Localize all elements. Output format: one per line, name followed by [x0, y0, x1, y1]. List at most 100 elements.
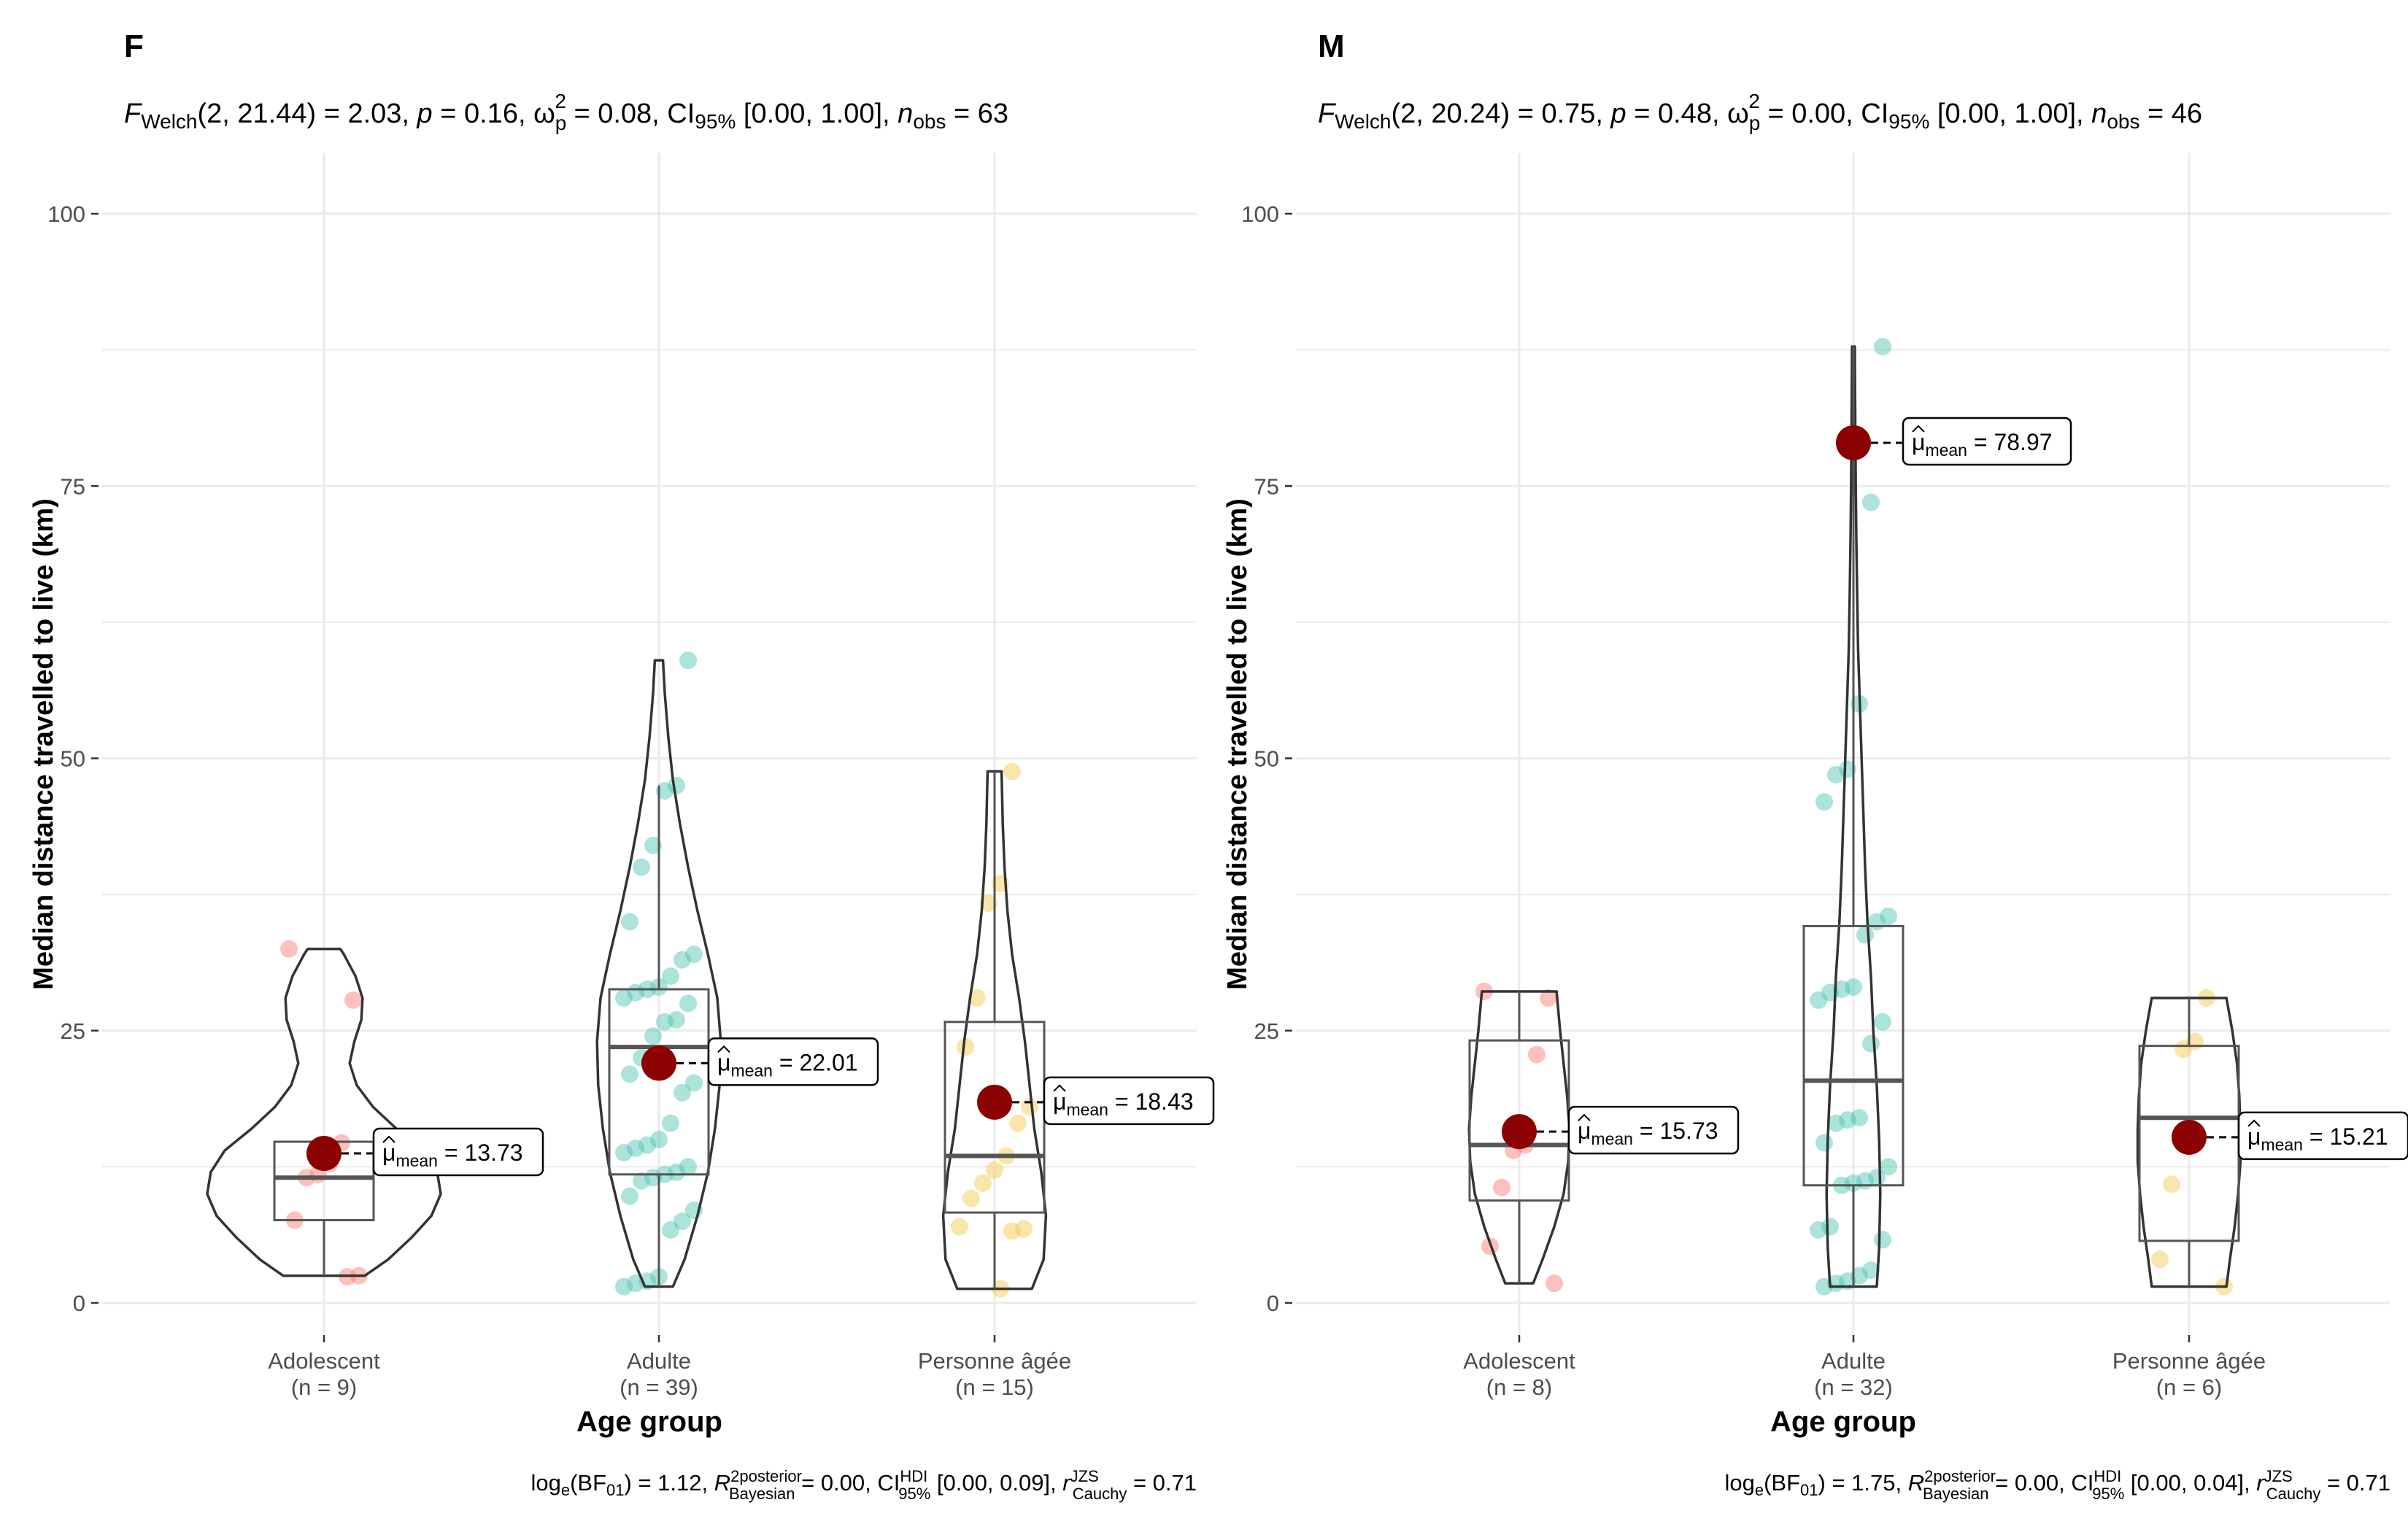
data-point [1851, 1266, 1868, 1285]
data-point [1810, 991, 1827, 1009]
caption-bf-subscript: 01 [606, 1481, 624, 1499]
mean-label: μmean = 78.97 [1902, 417, 2072, 466]
mean-label-hat [717, 1045, 730, 1053]
caption-ci-value: [0.00, 0.04], [2124, 1470, 2256, 1496]
mean-point [306, 1136, 341, 1172]
data-point [668, 1010, 685, 1029]
caption-r-posterior: posterior [1933, 1467, 1996, 1485]
subtitle-omega-subscript: p [1749, 112, 1761, 134]
mean-label-hat [382, 1135, 395, 1143]
y-tick-label: 0 [73, 1291, 85, 1316]
x-tick-count: (n = 15) [955, 1374, 1034, 1400]
data-point [1540, 989, 1557, 1007]
data-point [627, 1274, 644, 1293]
subtitle-omega-superscript: 2 [1748, 90, 1760, 112]
mean-label-box [372, 1127, 544, 1177]
data-point [627, 983, 644, 1002]
mean-label-hat [1578, 1113, 1591, 1121]
panel-label: M [1318, 28, 1345, 64]
data-point [1827, 1114, 1845, 1132]
mean-label-mu: μ [382, 1140, 395, 1166]
subtitle-p-value: = 0.48, [1626, 98, 1727, 129]
data-point [656, 782, 674, 800]
subtitle-ci-value: [0.00, 1.00], [736, 98, 898, 129]
data-point [638, 1136, 656, 1154]
data-point [2151, 1250, 2169, 1269]
y-tick-label: 25 [61, 1018, 85, 1044]
data-point [1845, 1174, 1862, 1192]
data-point [1493, 1178, 1510, 1196]
data-point [685, 1074, 703, 1092]
subtitle-omega: ω [533, 98, 555, 129]
caption-r-posterior: posterior [739, 1467, 802, 1485]
mean-label-hat [2247, 1119, 2261, 1127]
caption-ci-subscript: 95% [898, 1485, 930, 1503]
mean-label: μmean = 15.73 [1567, 1105, 1740, 1155]
y-tick-label: 50 [61, 746, 85, 772]
violin [1825, 345, 1882, 1288]
data-point [1545, 1274, 1563, 1293]
y-axis-title: Median distance travelled to live (km) [28, 498, 59, 990]
data-point [1874, 1013, 1891, 1031]
subtitle-df: (2, 20.24) = 0.75, [1392, 98, 1611, 129]
data-point [1862, 1034, 1880, 1053]
x-tick-count: (n = 9) [291, 1374, 357, 1400]
data-point [1821, 1218, 1839, 1236]
subtitle-n-subscript: obs [2107, 110, 2139, 133]
data-point [1880, 907, 1897, 925]
data-point [621, 913, 638, 931]
data-point [986, 1161, 1003, 1179]
y-tick-label: 100 [47, 201, 85, 227]
caption-r-subscript: Bayesian [729, 1485, 795, 1503]
data-point [668, 1163, 685, 1181]
subtitle-ci: CI [1861, 98, 1888, 129]
x-axis: Adolescent(n = 9) Adulte(n = 39) Personne … [268, 1335, 1071, 1400]
mean-label-value: = 15.21 [2303, 1123, 2388, 1150]
caption-rc-subscript: Cauchy [1073, 1485, 1127, 1503]
caption-ci: CI [877, 1470, 900, 1496]
data-point [951, 1218, 968, 1236]
x-tick-count: (n = 8) [1486, 1374, 1552, 1400]
caption-rc-superscript: JZS [1070, 1467, 1099, 1485]
mean-label-text: μmean = 22.01 [717, 1049, 858, 1080]
subtitle: FWelch(2, 21.44) = 2.03, p = 0.16, ωp2 =… [124, 90, 1008, 134]
data-point [968, 989, 986, 1007]
mean-label-hat [1912, 425, 1925, 433]
subtitle-p-symbol: p [417, 98, 433, 129]
data-point [650, 1131, 668, 1149]
subtitle-df: (2, 21.44) = 2.03, [198, 98, 417, 129]
caption-r-superscript: 2 [1924, 1467, 1933, 1485]
mean-label-text: μmean = 13.73 [382, 1140, 523, 1170]
data-point [662, 967, 679, 986]
mean-label-text: μmean = 15.73 [1578, 1118, 1718, 1148]
data-point [1851, 1109, 1868, 1127]
mean-point [2172, 1119, 2207, 1155]
data-point [1815, 793, 1833, 811]
subtitle: FWelch(2, 20.24) = 0.75, p = 0.48, ωp2 =… [1318, 90, 2202, 134]
data-point [1810, 1220, 1827, 1239]
mean-label-value: = 15.73 [1633, 1118, 1718, 1144]
data-point [2163, 1175, 2180, 1194]
x-tick-label: Personne âgée [2112, 1348, 2266, 1374]
panel-label: F [124, 28, 144, 64]
data-point [1862, 493, 1880, 511]
mean-label-subscript: mean [730, 1061, 773, 1080]
subtitle-f-symbol: F [124, 98, 142, 129]
subtitle-f-subscript: Welch [141, 110, 197, 133]
subtitle-ci: CI [667, 98, 695, 129]
data-point [679, 651, 697, 670]
data-point [662, 1220, 679, 1239]
data-point [980, 894, 997, 913]
caption-bf: (BF [1764, 1470, 1800, 1496]
data-point [1015, 1220, 1033, 1238]
subtitle-n-subscript: obs [913, 110, 946, 133]
caption-bf: (BF [570, 1470, 606, 1496]
x-axis-title: Age group [576, 1406, 722, 1438]
subtitle-f-symbol: F [1318, 98, 1336, 129]
caption-rc-value: = 0.71 [1127, 1470, 1197, 1496]
subtitle-p-value: = 0.16, [433, 98, 533, 129]
x-tick-label: Adulte [627, 1348, 691, 1374]
mean-label-box [707, 1037, 879, 1086]
